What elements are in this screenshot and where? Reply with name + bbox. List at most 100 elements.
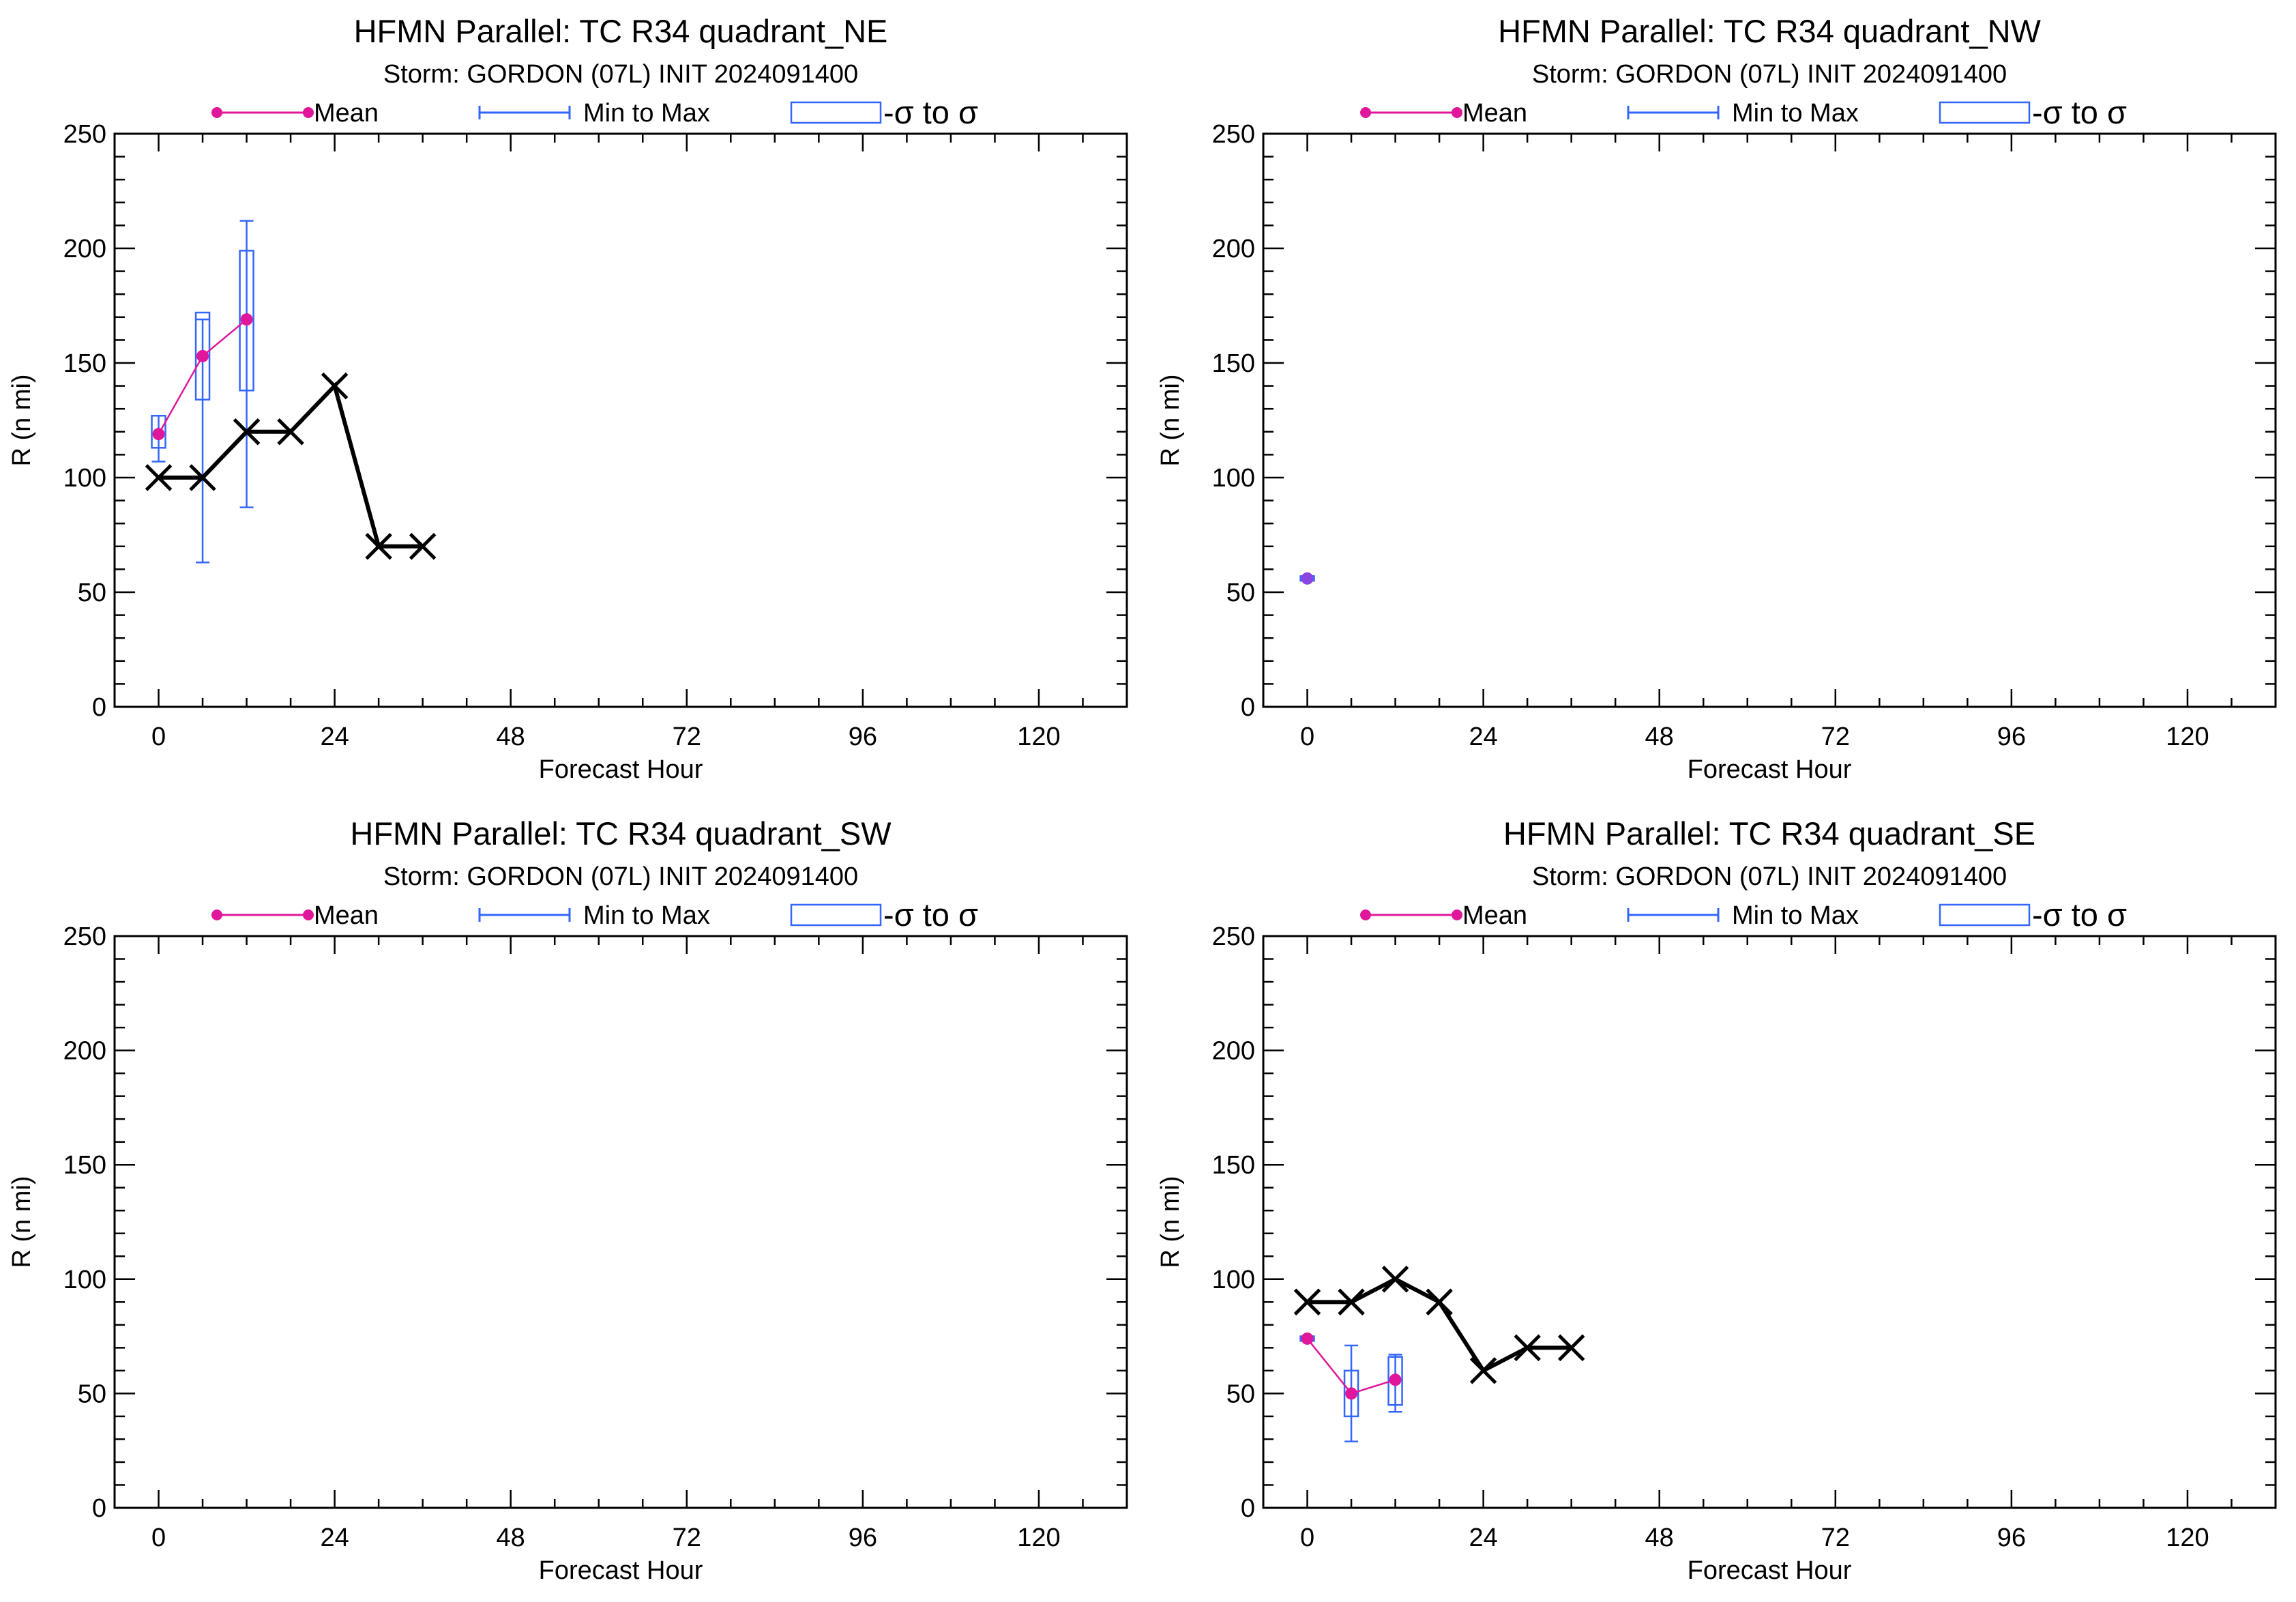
mean-marker	[1301, 1332, 1314, 1345]
observed-line	[1307, 1277, 1572, 1373]
mean-marker	[152, 428, 165, 441]
legend: Mean Min to Max -σ to σ	[211, 94, 978, 130]
plot-frame	[1262, 935, 2277, 1509]
chart-subtitle: Storm: GORDON (07L) INIT 2024091400	[383, 60, 858, 89]
observed-marker	[321, 372, 349, 400]
y-tick-label: 0	[1241, 693, 1255, 722]
plot-frame	[113, 935, 1128, 1509]
x-tick-label: 72	[1821, 723, 1850, 751]
chart-title: HFMN Parallel: TC R34 quadrant_SE	[1503, 815, 2035, 851]
legend-sigma-label: -σ to σ	[883, 94, 978, 130]
y-tick-label: 50	[1226, 579, 1255, 607]
y-axis-label: R (n mi)	[8, 374, 36, 466]
legend-sigma-box	[1939, 101, 2031, 124]
legend-mean-marker	[303, 909, 314, 920]
x-axis: 0 24 48 72 96 120 Forecast Hour	[151, 936, 1128, 1585]
y-axis: 0 50 100 150 200 250 R (n mi)	[8, 922, 1127, 1523]
observed-marker	[145, 464, 173, 491]
observed-line	[158, 381, 423, 549]
x-tick-label: 120	[1017, 723, 1060, 751]
legend: Mean Min to Max -σ to σ	[211, 897, 978, 933]
observed-marker	[409, 533, 437, 560]
x-axis-label: Forecast Hour	[1688, 1556, 1852, 1585]
legend-mean-marker	[1360, 107, 1371, 118]
y-tick-label: 200	[1212, 1037, 1255, 1066]
legend-sigma-box	[790, 903, 882, 927]
legend-mean-marker	[1452, 909, 1462, 920]
observed-marker	[365, 533, 392, 560]
legend-sigma-box	[1939, 903, 2031, 927]
y-tick-label: 0	[92, 693, 106, 722]
mean-series	[1301, 1332, 1402, 1400]
observed-marker	[1338, 1288, 1365, 1316]
observed-series	[145, 372, 437, 560]
chart-panel-3: HFMN Parallel: TC R34 quadrant_SW Storm: …	[8, 815, 1128, 1585]
mean-marker	[1301, 572, 1314, 585]
x-tick-label: 96	[849, 1524, 877, 1552]
x-axis-label: Forecast Hour	[539, 755, 703, 784]
y-axis: 0 50 100 150 200 250 R (n mi)	[8, 120, 1127, 722]
legend-mean-marker	[303, 107, 314, 118]
mean-series	[152, 313, 253, 441]
observed-marker	[1514, 1334, 1541, 1362]
legend-minmax-label: Min to Max	[1732, 99, 1859, 128]
legend-mean-label: Mean	[314, 901, 379, 930]
observed-marker	[233, 418, 261, 446]
observed-marker	[277, 418, 304, 446]
y-tick-label: 150	[1212, 1151, 1255, 1180]
legend-mean-marker	[1360, 909, 1371, 920]
chart-panel-1: HFMN Parallel: TC R34 quadrant_NE Storm: …	[8, 13, 1128, 784]
y-tick-label: 200	[63, 1037, 106, 1066]
legend-sigma-label: -σ to σ	[883, 897, 978, 933]
chart-subtitle: Storm: GORDON (07L) INIT 2024091400	[1532, 60, 2007, 89]
y-tick-label: 250	[63, 120, 106, 149]
x-tick-label: 72	[1821, 1524, 1850, 1552]
chart-title: HFMN Parallel: TC R34 quadrant_NW	[1498, 13, 2041, 49]
legend-mean-label: Mean	[1462, 99, 1527, 128]
mean-marker	[240, 313, 253, 326]
legend-minmax-label: Min to Max	[583, 901, 710, 930]
observed-marker	[1293, 1288, 1321, 1316]
mean-marker	[1389, 1373, 1402, 1386]
x-tick-label: 96	[849, 723, 877, 751]
y-tick-label: 50	[78, 579, 106, 607]
observed-series	[1293, 1266, 1585, 1384]
y-tick-label: 50	[78, 1380, 106, 1408]
y-tick-label: 200	[1212, 235, 1255, 263]
x-tick-label: 24	[320, 1524, 349, 1552]
y-tick-label: 250	[1212, 120, 1255, 149]
minmax-series	[151, 220, 254, 564]
x-tick-label: 48	[1645, 723, 1674, 751]
y-tick-label: 150	[63, 349, 106, 378]
x-tick-label: 96	[1997, 1524, 2026, 1552]
x-tick-label: 0	[151, 723, 166, 751]
x-tick-label: 48	[497, 1524, 525, 1552]
y-tick-label: 150	[63, 1151, 106, 1180]
y-tick-label: 100	[1212, 464, 1255, 493]
chart-panel-4: HFMN Parallel: TC R34 quadrant_SE Storm: …	[1156, 815, 2277, 1585]
sigma-series	[151, 250, 254, 449]
plot-frame	[1262, 132, 2277, 708]
legend-minmax-label: Min to Max	[583, 99, 710, 128]
mean-marker	[1345, 1387, 1358, 1400]
y-tick-label: 100	[1212, 1266, 1255, 1294]
legend-mean-label: Mean	[314, 99, 379, 128]
y-axis-label: R (n mi)	[1156, 374, 1185, 466]
y-axis-label: R (n mi)	[1156, 1176, 1185, 1268]
observed-marker	[189, 464, 216, 491]
y-tick-label: 50	[1226, 1380, 1255, 1408]
sigma-box	[1343, 1369, 1359, 1418]
chart-subtitle: Storm: GORDON (07L) INIT 2024091400	[383, 862, 858, 891]
legend: Mean Min to Max -σ to σ	[1360, 897, 2127, 933]
chart-title: HFMN Parallel: TC R34 quadrant_SW	[350, 815, 892, 851]
x-tick-label: 120	[2166, 1524, 2209, 1552]
x-axis-label: Forecast Hour	[539, 1556, 703, 1585]
observed-marker	[1426, 1288, 1453, 1316]
x-tick-label: 96	[1997, 723, 2026, 751]
chart-panel-2: HFMN Parallel: TC R34 quadrant_NW Storm: …	[1156, 13, 2277, 784]
sigma-box	[1387, 1356, 1403, 1406]
sigma-box	[194, 311, 211, 401]
mean-marker	[196, 349, 209, 362]
legend-mean-marker	[1452, 107, 1462, 118]
